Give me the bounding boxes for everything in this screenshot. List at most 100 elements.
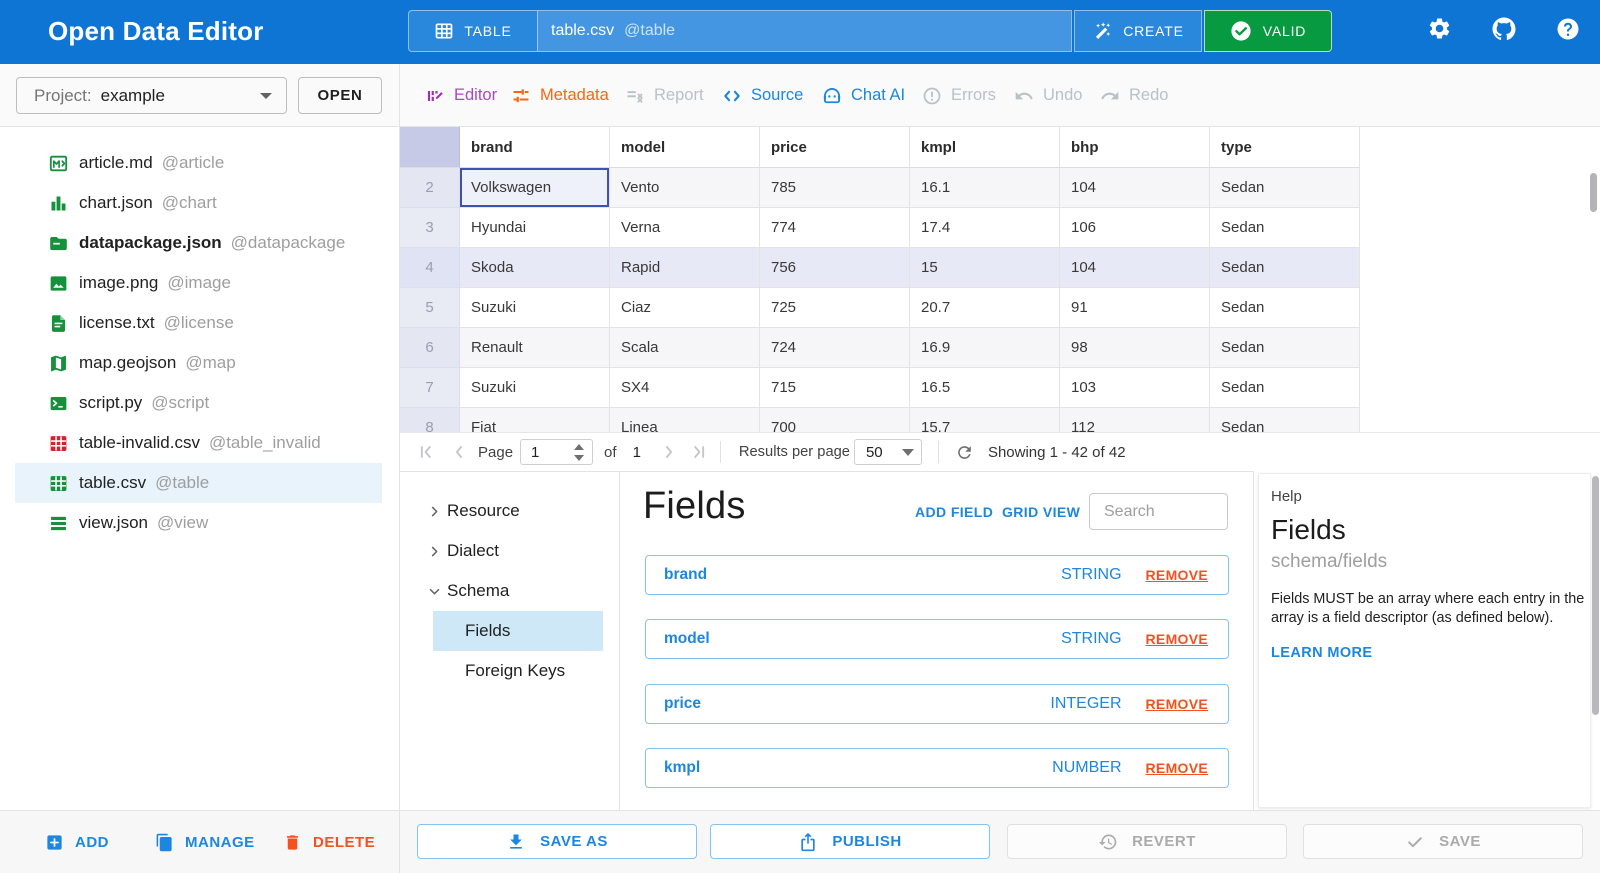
grid-cell[interactable]: Vento <box>610 168 760 208</box>
file-item-table-selected[interactable]: table.csv @table <box>0 463 399 503</box>
grid-cell[interactable]: Sedan <box>1210 408 1360 432</box>
grid-cell[interactable]: 785 <box>760 168 910 208</box>
grid-vertical-scrollbar[interactable] <box>1590 173 1597 212</box>
tree-item-schema[interactable]: Schema <box>400 571 619 611</box>
add-file-button[interactable]: ADD <box>45 833 109 852</box>
grid-cell[interactable]: SX4 <box>610 368 760 408</box>
project-select[interactable]: Project: example <box>16 77 287 114</box>
file-item-table-invalid[interactable]: table-invalid.csv @table_invalid <box>0 423 399 463</box>
manage-files-button[interactable]: MANAGE <box>155 833 255 852</box>
grid-cell[interactable]: 16.5 <box>910 368 1060 408</box>
stepper-down-icon[interactable] <box>574 454 585 461</box>
github-icon[interactable] <box>1492 17 1516 41</box>
tab-redo[interactable]: Redo <box>1100 85 1168 106</box>
help-question-icon[interactable] <box>1556 17 1580 41</box>
grid-cell[interactable]: Fiat <box>460 408 610 432</box>
grid-cell[interactable]: Linea <box>610 408 760 432</box>
column-header[interactable]: bhp <box>1060 127 1210 168</box>
grid-cell[interactable]: Renault <box>460 328 610 368</box>
previous-page-icon[interactable] <box>449 442 469 462</box>
help-vertical-scrollbar[interactable] <box>1592 476 1599 715</box>
grid-cell[interactable]: Verna <box>610 208 760 248</box>
grid-cell[interactable]: Sedan <box>1210 168 1360 208</box>
learn-more-link[interactable]: LEARN MORE <box>1271 645 1373 662</box>
delete-file-button[interactable]: DELETE <box>283 833 375 852</box>
grid-cell[interactable]: Suzuki <box>460 288 610 328</box>
grid-cell[interactable]: Sedan <box>1210 248 1360 288</box>
grid-cell-selected[interactable]: Volkswagen <box>460 168 610 208</box>
grid-cell[interactable]: 106 <box>1060 208 1210 248</box>
refresh-icon[interactable] <box>955 443 974 462</box>
grid-cell[interactable]: 112 <box>1060 408 1210 432</box>
remove-field-button[interactable]: REMOVE <box>1145 567 1208 583</box>
grid-cell[interactable]: Hyundai <box>460 208 610 248</box>
save-button[interactable]: SAVE <box>1303 824 1583 859</box>
file-item-chart[interactable]: chart.json @chart <box>0 183 399 223</box>
remove-field-button[interactable]: REMOVE <box>1145 760 1208 776</box>
grid-cell[interactable]: 700 <box>760 408 910 432</box>
grid-cell[interactable]: 725 <box>760 288 910 328</box>
file-item-datapackage[interactable]: datapackage.json @datapackage <box>0 223 399 263</box>
column-header[interactable]: price <box>760 127 910 168</box>
grid-cell[interactable]: Ciaz <box>610 288 760 328</box>
page-number-stepper[interactable]: 1 <box>520 439 594 465</box>
grid-cell[interactable]: 104 <box>1060 168 1210 208</box>
tree-item-dialect[interactable]: Dialect <box>400 531 619 571</box>
remove-field-button[interactable]: REMOVE <box>1145 696 1208 712</box>
grid-cell[interactable]: Skoda <box>460 248 610 288</box>
tree-item-foreign-keys[interactable]: Foreign Keys <box>400 651 619 691</box>
file-item-script[interactable]: script.py @script <box>0 383 399 423</box>
grid-view-button[interactable]: GRID VIEW <box>1002 504 1081 520</box>
grid-cell[interactable]: 16.1 <box>910 168 1060 208</box>
last-page-icon[interactable] <box>689 442 709 462</box>
stepper-up-icon[interactable] <box>574 443 585 450</box>
grid-cell[interactable]: 715 <box>760 368 910 408</box>
open-project-button[interactable]: OPEN <box>298 77 382 114</box>
grid-cell[interactable]: 20.7 <box>910 288 1060 328</box>
tab-chat-ai[interactable]: Chat AI <box>822 85 905 106</box>
file-item-image[interactable]: image.png @image <box>0 263 399 303</box>
first-page-icon[interactable] <box>416 442 436 462</box>
grid-cell[interactable]: 104 <box>1060 248 1210 288</box>
field-card-kmpl[interactable]: kmpl NUMBER REMOVE <box>645 748 1229 788</box>
field-search-input[interactable] <box>1089 493 1228 530</box>
grid-cell[interactable]: Scala <box>610 328 760 368</box>
grid-cell[interactable]: Suzuki <box>460 368 610 408</box>
field-card-price[interactable]: price INTEGER REMOVE <box>645 684 1229 724</box>
column-header[interactable]: kmpl <box>910 127 1060 168</box>
field-card-model[interactable]: model STRING REMOVE <box>645 619 1229 659</box>
settings-gear-icon[interactable] <box>1427 16 1452 41</box>
grid-cell[interactable]: 15.7 <box>910 408 1060 432</box>
grid-cell[interactable]: 17.4 <box>910 208 1060 248</box>
publish-button[interactable]: PUBLISH <box>710 824 990 859</box>
add-field-button[interactable]: ADD FIELD <box>915 504 994 520</box>
tab-metadata[interactable]: Metadata <box>511 85 609 106</box>
file-item-license[interactable]: license.txt @license <box>0 303 399 343</box>
grid-cell[interactable]: 98 <box>1060 328 1210 368</box>
tab-source[interactable]: Source <box>722 85 803 106</box>
next-page-icon[interactable] <box>659 442 679 462</box>
file-item-map[interactable]: map.geojson @map <box>0 343 399 383</box>
tree-item-fields[interactable]: Fields <box>400 611 619 651</box>
file-name-input[interactable]: table.csv @table <box>537 10 1072 52</box>
grid-cell[interactable]: Sedan <box>1210 368 1360 408</box>
tree-item-resource[interactable]: Resource <box>400 491 619 531</box>
column-header[interactable]: type <box>1210 127 1360 168</box>
grid-cell[interactable]: 774 <box>760 208 910 248</box>
remove-field-button[interactable]: REMOVE <box>1145 631 1208 647</box>
file-item-article[interactable]: article.md @article <box>0 143 399 183</box>
stepper-arrows[interactable] <box>574 443 585 461</box>
grid-cell[interactable]: Sedan <box>1210 288 1360 328</box>
tab-editor[interactable]: Editor <box>425 85 497 106</box>
grid-cell[interactable]: 756 <box>760 248 910 288</box>
file-item-view[interactable]: view.json @view <box>0 503 399 543</box>
grid-cell[interactable]: 15 <box>910 248 1060 288</box>
grid-cell[interactable]: Rapid <box>610 248 760 288</box>
column-header[interactable]: model <box>610 127 760 168</box>
grid-cell[interactable]: Sedan <box>1210 208 1360 248</box>
grid-cell[interactable]: Sedan <box>1210 328 1360 368</box>
tab-errors[interactable]: Errors <box>922 85 996 106</box>
field-card-brand[interactable]: brand STRING REMOVE <box>645 555 1229 595</box>
tab-report[interactable]: Report <box>625 85 704 106</box>
valid-button[interactable]: VALID <box>1204 10 1332 52</box>
